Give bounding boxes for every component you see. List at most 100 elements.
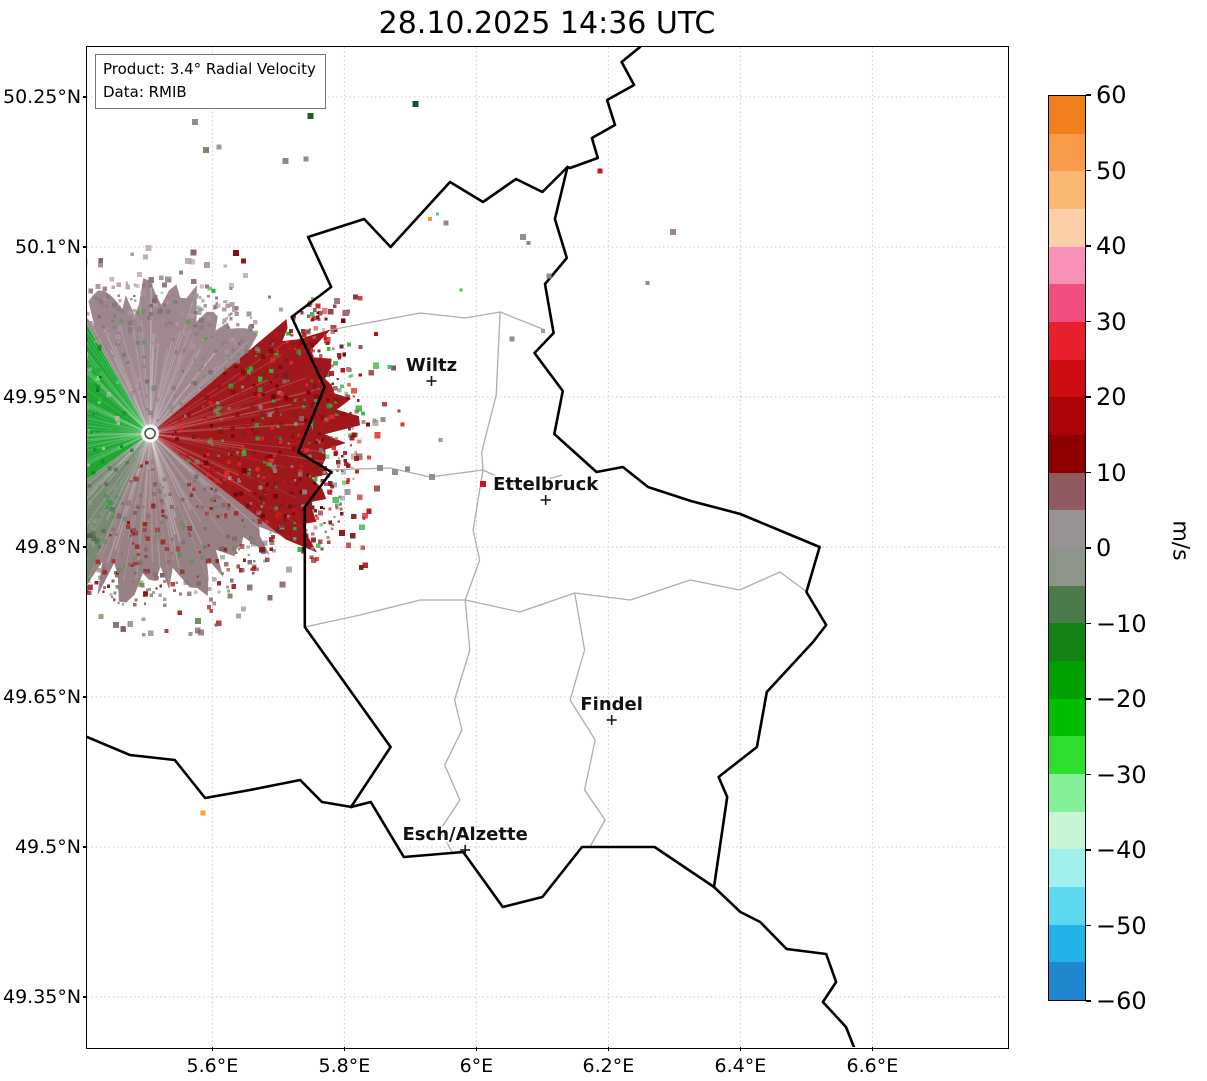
- colorbar-tick-label: −30: [1096, 760, 1147, 789]
- colorbar-segment: [1049, 924, 1085, 963]
- district-border: [481, 311, 501, 471]
- clutter-pixel: [526, 241, 531, 245]
- y-tick-mark: [83, 696, 87, 698]
- city-label: Wiltz: [406, 355, 457, 376]
- clutter-pixel: [344, 310, 350, 316]
- x-tick-mark: [607, 1047, 610, 1051]
- colorbar-tick-mark: [1086, 245, 1091, 247]
- colorbar-tick-label: −50: [1096, 911, 1147, 940]
- country-border: [712, 885, 856, 1047]
- y-tick-mark: [83, 246, 87, 248]
- colorbar-tick-label: 30: [1096, 307, 1127, 336]
- colorbar-segment: [1049, 359, 1085, 398]
- clutter-pixel: [192, 119, 199, 125]
- y-tick-label: 49.65°N: [3, 686, 82, 708]
- colorbar-segment: [1049, 698, 1085, 737]
- colorbar-segment: [1049, 284, 1085, 323]
- x-tick-label: 5.8°E: [318, 1055, 371, 1077]
- colorbar-segment: [1049, 171, 1085, 210]
- colorbar-tick-mark: [1086, 471, 1091, 474]
- district-border: [304, 571, 808, 628]
- clutter-pixel: [387, 365, 392, 369]
- colorbar-tick-mark: [1086, 320, 1091, 323]
- colorbar-segment: [1049, 585, 1085, 624]
- colorbar-segment: [1049, 397, 1085, 436]
- colorbar-segment: [1049, 548, 1085, 586]
- colorbar-segment: [1049, 849, 1085, 888]
- clutter-pixel: [202, 147, 209, 153]
- clutter-pixel: [377, 465, 384, 471]
- x-tick-mark: [739, 1047, 742, 1051]
- colorbar-segment: [1049, 510, 1085, 549]
- y-tick-label: 49.5°N: [14, 836, 81, 858]
- clutter-pixel: [405, 466, 411, 472]
- colorbar-tick-label: 60: [1096, 81, 1127, 109]
- colorbar-tick-mark: [1086, 547, 1091, 549]
- colorbar-tick-label: 20: [1096, 383, 1127, 411]
- clutter-pixel: [307, 113, 314, 119]
- colorbar-segment: [1049, 322, 1085, 360]
- colorbar-tick-mark: [1086, 773, 1091, 776]
- clutter-pixel: [240, 258, 246, 264]
- x-tick-mark: [211, 1047, 214, 1051]
- district-border: [569, 592, 606, 848]
- colorbar-segment: [1049, 774, 1085, 812]
- x-tick-label: 6.6°E: [846, 1055, 899, 1077]
- map-canvas: Wiltz Ettelbruck Findel Esch/Alzette: [87, 47, 1007, 1047]
- colorbar-tick-mark: [1086, 396, 1091, 398]
- clutter-pixel: [438, 438, 443, 442]
- clutter-pixel: [200, 810, 206, 816]
- city-label: Esch/Alzette: [403, 824, 528, 845]
- clutter-pixel: [645, 281, 650, 285]
- country-border: [87, 735, 353, 809]
- radar-sector-south-mixed: [87, 433, 293, 637]
- radar-sector-north-near-zero: [87, 245, 283, 434]
- colorbar-tick-mark: [1086, 94, 1091, 96]
- colorbar-segment: [1049, 435, 1085, 473]
- colorbar-tick-mark: [1086, 924, 1091, 927]
- colorbar-tick-label: 40: [1096, 232, 1127, 260]
- colorbar-tick-label: 0: [1096, 534, 1112, 562]
- clutter-pixel: [282, 158, 289, 164]
- x-tick-label: 6°E: [459, 1055, 494, 1077]
- clutter-pixel: [546, 273, 552, 279]
- x-tick-label: 6.4°E: [714, 1055, 767, 1077]
- colorbar-tick-label: −20: [1096, 685, 1147, 713]
- colorbar-segment: [1049, 623, 1085, 662]
- y-tick-mark: [83, 846, 87, 848]
- clutter-pixel: [374, 332, 379, 336]
- district-border: [329, 311, 546, 331]
- y-tick-mark: [83, 396, 87, 398]
- plot-title: 28.10.2025 14:36 UTC: [378, 6, 716, 41]
- clutter-pixel: [541, 329, 546, 333]
- y-tick-mark: [83, 546, 87, 548]
- colorbar-segment: [1049, 811, 1085, 850]
- radar-sector-west-negative: [87, 322, 151, 480]
- x-tick-label: 5.6°E: [186, 1055, 239, 1077]
- colorbar-segment: [1049, 209, 1085, 247]
- colorbar-unit-label: m/s: [1167, 520, 1193, 561]
- y-tick-label: 49.8°N: [14, 536, 81, 558]
- y-tick-label: 49.95°N: [3, 386, 82, 408]
- colorbar-tick-mark: [1086, 1000, 1091, 1002]
- colorbar: [1048, 95, 1086, 1001]
- data-source-line: Data: RMIB: [103, 82, 187, 101]
- colorbar-tick-label: 50: [1096, 156, 1127, 185]
- city-label: Ettelbruck: [493, 474, 599, 495]
- clutter-pixel: [509, 336, 515, 342]
- y-tick-mark: [83, 96, 87, 98]
- radar-sector-east-positive: [150, 294, 405, 570]
- y-tick-label: 50.1°N: [14, 236, 81, 258]
- clutter-pixel: [392, 469, 399, 475]
- clutter-pixel: [303, 156, 309, 162]
- clutter-pixel: [428, 217, 433, 221]
- colorbar-segment: [1049, 736, 1085, 775]
- colorbar-tick-label: −10: [1096, 609, 1147, 638]
- clutter-pixel: [597, 168, 603, 174]
- colorbar-tick-label: −40: [1096, 836, 1147, 864]
- city-label: Findel: [580, 694, 643, 715]
- clutter-pixel: [412, 101, 419, 107]
- y-tick-mark: [83, 996, 87, 998]
- colorbar-tick-mark: [1086, 622, 1091, 625]
- clutter-pixel: [429, 474, 436, 480]
